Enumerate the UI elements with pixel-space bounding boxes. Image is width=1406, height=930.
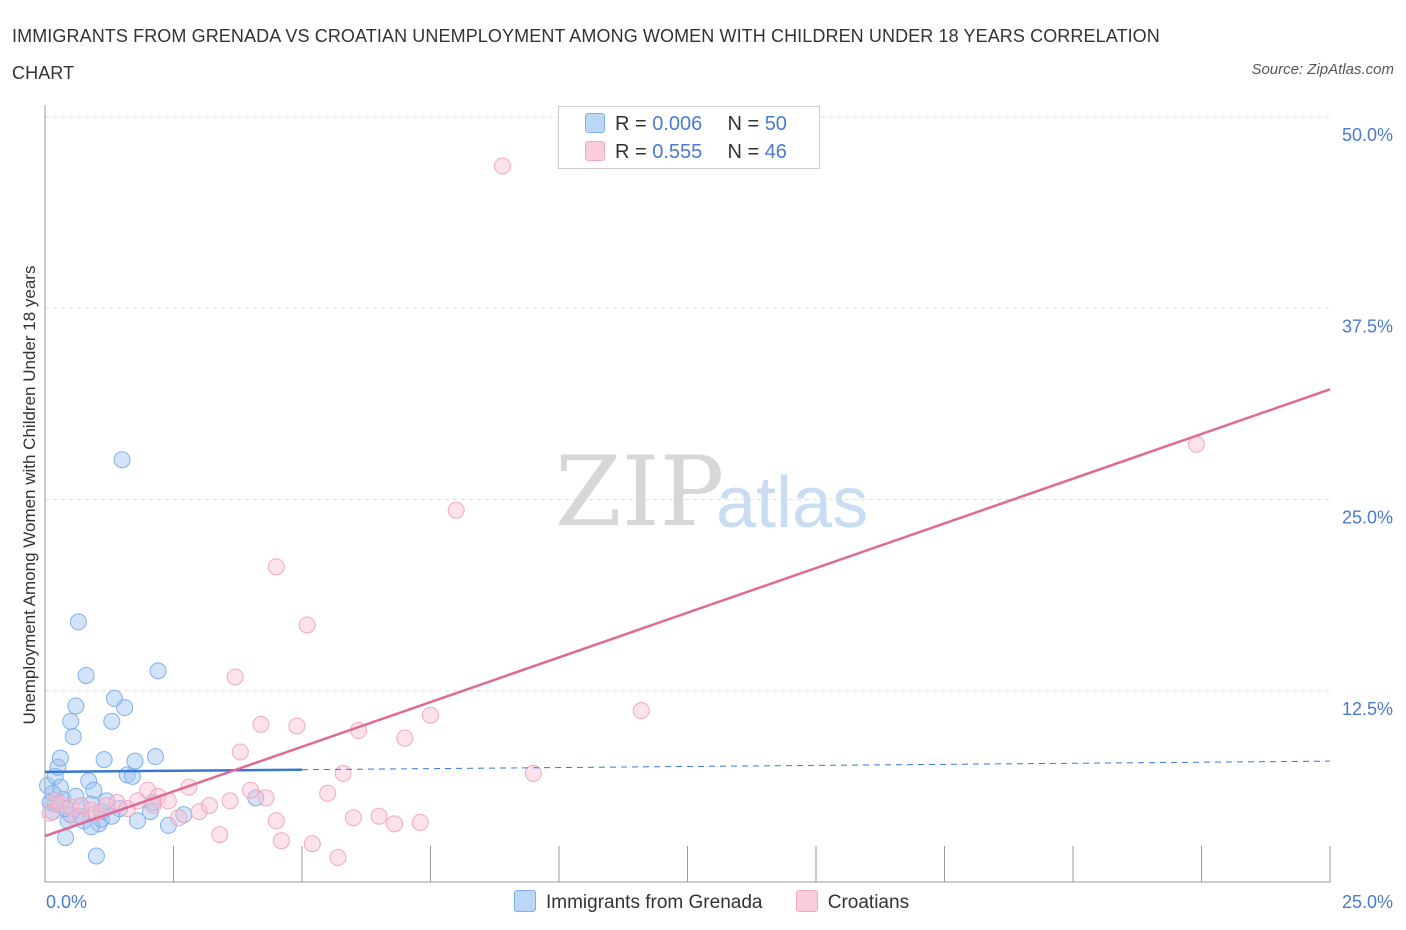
point-grenada-43 xyxy=(149,662,167,680)
watermark-zip: ZIP xyxy=(555,436,724,548)
point-croatians-41 xyxy=(411,813,429,831)
y-axis-label: Unemployment Among Women with Children U… xyxy=(20,266,39,725)
point-grenada-42 xyxy=(147,748,165,766)
point-croatians-24 xyxy=(242,781,260,799)
point-croatians-12 xyxy=(139,781,157,799)
tick-labels: 12.5% 25.0% 37.5% 50.0% 0.0% 25.0% xyxy=(46,125,1393,912)
legend-row-croatians: R = 0.555 N = 46 xyxy=(585,141,787,167)
point-croatians-28 xyxy=(272,832,290,850)
legend-r-label: R = xyxy=(615,113,647,135)
point-grenada-17 xyxy=(77,666,95,684)
trend-line-grenada-extrapolated xyxy=(301,760,1331,771)
point-croatians-44 xyxy=(493,157,511,175)
legend-r-value-grenada: 0.006 xyxy=(652,113,703,135)
point-croatians-40 xyxy=(396,729,414,747)
series-legend-croatians: Croatians xyxy=(795,890,910,914)
y-tick-label-1: 25.0% xyxy=(1342,508,1393,528)
point-croatians-46 xyxy=(632,702,650,720)
legend-n-label: N = xyxy=(727,113,760,135)
trend-line-croatians xyxy=(44,388,1331,838)
point-grenada-24 xyxy=(95,751,113,769)
point-croatians-42 xyxy=(422,706,439,724)
point-croatians-21 xyxy=(221,792,239,810)
point-croatians-34 xyxy=(329,849,347,867)
point-croatians-6 xyxy=(82,801,100,819)
point-croatians-38 xyxy=(370,807,388,825)
point-croatians-31 xyxy=(298,616,316,634)
point-grenada-14 xyxy=(69,613,87,631)
point-croatians-29 xyxy=(267,558,285,576)
chart-title: IMMIGRANTS FROM GRENADA VS CROATIAN UNEM… xyxy=(12,26,1160,83)
point-croatians-35 xyxy=(334,764,352,782)
legend-swatch-croatians xyxy=(585,141,605,161)
gridlines xyxy=(45,116,1330,692)
point-croatians-39 xyxy=(386,815,404,833)
point-grenada-9 xyxy=(62,712,80,730)
point-croatians-27 xyxy=(267,812,285,830)
point-croatians-22 xyxy=(226,668,244,686)
y-tick-label-3: 50.0% xyxy=(1342,125,1393,145)
trend-line-grenada xyxy=(44,768,303,774)
watermark-atlas: atlas xyxy=(716,463,868,543)
legend-n-value-croatians: 46 xyxy=(764,141,787,163)
point-croatians-1 xyxy=(46,792,64,810)
point-croatians-32 xyxy=(303,835,321,853)
legend-n-value-grenada: 50 xyxy=(764,113,787,135)
point-grenada-30 xyxy=(116,699,134,717)
legend-n-label: N = xyxy=(727,141,760,163)
point-croatians-26 xyxy=(257,789,275,807)
point-croatians-43 xyxy=(447,501,465,519)
series-legend-label-croatians: Croatians xyxy=(827,892,910,913)
point-grenada-26 xyxy=(103,712,121,730)
point-grenada-18 xyxy=(80,772,98,790)
point-grenada-12 xyxy=(67,787,85,805)
trend-lines xyxy=(44,388,1331,838)
y-tick-label-0: 12.5% xyxy=(1342,699,1393,719)
point-croatians-2 xyxy=(51,795,69,813)
legend-swatch-grenada xyxy=(585,113,605,133)
source-label: Source: ZipAtlas.com xyxy=(1251,61,1394,78)
point-croatians-23 xyxy=(231,743,249,761)
series-legend: Immigrants from Grenada Croatians xyxy=(514,890,937,914)
point-croatians-25 xyxy=(252,715,270,733)
axes xyxy=(44,105,1331,883)
point-croatians-20 xyxy=(211,826,229,844)
series-croatians-points xyxy=(41,157,1205,867)
series-legend-swatch-grenada xyxy=(514,890,536,912)
x-tick-label-1: 25.0% xyxy=(1342,892,1393,912)
point-croatians-5 xyxy=(72,797,90,814)
point-grenada-11 xyxy=(64,728,82,746)
point-croatians-33 xyxy=(319,784,337,802)
legend-r-label: R = xyxy=(615,141,647,163)
correlation-legend: R = 0.006 N = 50 R = 0.555 N = 46 xyxy=(558,106,820,169)
point-croatians-19 xyxy=(200,797,218,814)
point-croatians-18 xyxy=(190,803,208,821)
point-grenada-13 xyxy=(67,697,85,715)
legend-r-value-croatians: 0.555 xyxy=(652,141,703,163)
legend-row-grenada: R = 0.006 N = 50 xyxy=(585,113,787,139)
point-croatians-45 xyxy=(524,764,542,782)
point-grenada-33 xyxy=(126,752,144,770)
point-croatians-16 xyxy=(170,809,188,827)
point-grenada-21 xyxy=(87,847,105,865)
series-legend-label-grenada: Immigrants from Grenada xyxy=(546,892,763,913)
y-tick-label-2: 37.5% xyxy=(1342,316,1393,336)
x-tick-label-0: 0.0% xyxy=(46,892,87,912)
point-grenada-20 xyxy=(85,781,103,799)
point-croatians-36 xyxy=(344,809,362,827)
series-legend-grenada: Immigrants from Grenada xyxy=(514,890,762,914)
series-legend-swatch-croatians xyxy=(795,890,818,912)
point-croatians-30 xyxy=(288,717,306,735)
point-grenada-5 xyxy=(51,749,69,767)
point-grenada-34 xyxy=(129,812,147,830)
point-grenada-29 xyxy=(113,451,131,469)
